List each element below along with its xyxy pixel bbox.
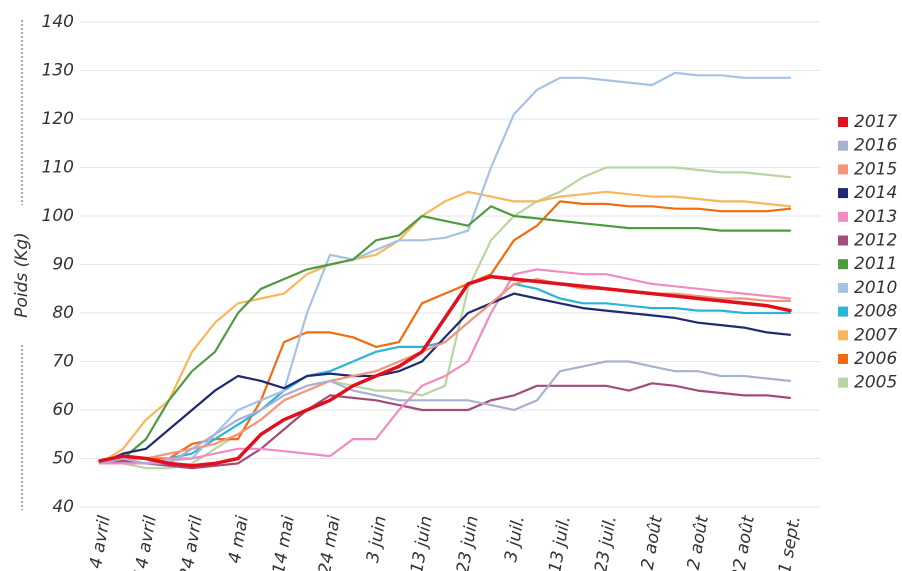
legend-label: 2013 (854, 207, 897, 227)
legend-swatch (838, 330, 848, 341)
x-tick-label: 13 juin (407, 514, 437, 571)
legend-label: 2008 (854, 302, 897, 322)
legend-swatch (838, 259, 848, 270)
x-tick-label: 23 juin (453, 514, 483, 571)
series-line (98, 166, 792, 470)
series-line (98, 190, 792, 465)
legend-swatch (838, 354, 848, 364)
legend-label: 2014 (854, 183, 897, 203)
legend-swatch (838, 235, 848, 246)
y-tick-label: 50 (52, 449, 74, 469)
y-tick-label: 140 (42, 12, 74, 32)
series-line (98, 282, 792, 465)
x-tick-label: 3 juin (363, 514, 391, 564)
series-line (98, 292, 792, 465)
legend-label: 2010 (854, 278, 897, 298)
legend-swatch (838, 117, 848, 127)
y-tick-label: 70 (52, 352, 74, 372)
y-tick-label: 110 (42, 158, 74, 178)
x-tick-label: 14 avril (130, 514, 161, 571)
x-tick-label: 3 juil. (501, 514, 529, 563)
y-tick-label: 40 (52, 497, 74, 517)
series-line (98, 268, 792, 465)
x-tick-label: 23 juil. (591, 514, 621, 571)
legend-label: 2011 (854, 254, 897, 274)
y-tick-label: 90 (52, 255, 74, 275)
x-tick-label: 12 août (682, 513, 713, 571)
legend-swatch (838, 377, 848, 388)
y-tick-label: 60 (52, 400, 74, 420)
series-line (98, 205, 792, 465)
y-tick-label: 80 (52, 303, 74, 323)
legend-swatch (838, 164, 848, 175)
x-tick-label: 22 août (728, 513, 759, 571)
x-tick-label: 1 sept. (775, 514, 805, 571)
series-line (98, 274, 792, 468)
series-line (98, 71, 792, 465)
x-tick-label: 24 mai (315, 514, 345, 571)
legend-label: 2006 (854, 349, 897, 369)
x-tick-label: 2 août (638, 513, 667, 571)
legend-swatch (838, 188, 848, 199)
x-tick-label: 4 avril (86, 514, 115, 570)
legend-label: 2015 (854, 159, 897, 179)
legend-label: 2012 (854, 231, 897, 251)
legend-swatch (838, 140, 848, 151)
y-tick-label: 120 (42, 109, 74, 129)
legend-label: 2016 (854, 136, 897, 156)
legend-swatch (838, 211, 848, 222)
y-tick-label: 130 (42, 61, 74, 81)
series-line (98, 382, 792, 470)
legend-label: 2007 (854, 325, 897, 345)
legend-swatch (838, 306, 848, 317)
x-tick-label: 14 mai (269, 514, 299, 571)
legend-swatch (838, 282, 848, 293)
y-tick-label: 100 (42, 206, 74, 226)
legend-label: 2005 (854, 373, 897, 393)
x-tick-label: 4 mai (225, 514, 253, 565)
legend-label: 2017 (854, 112, 897, 132)
series-line (98, 278, 792, 465)
series-line (98, 200, 792, 465)
y-axis-label: Poids (Kg) (12, 232, 32, 318)
x-tick-label: 13 juil. (545, 514, 575, 571)
x-tick-label: 24 avril (176, 514, 207, 571)
series-line (98, 360, 792, 465)
